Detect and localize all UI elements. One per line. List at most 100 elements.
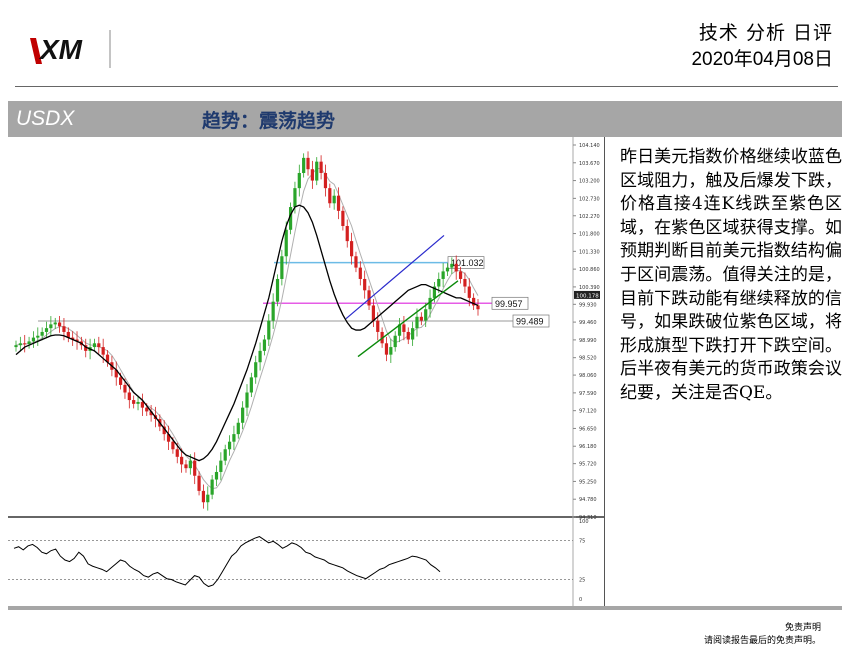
price-tick-label: 100.390	[579, 285, 600, 291]
price-tick-label: 103.670	[579, 161, 600, 167]
candle-body	[332, 195, 336, 204]
level-box-99.489	[512, 314, 550, 328]
candle-body	[284, 229, 288, 257]
candle-body	[71, 337, 75, 340]
report-date: 2020年04月08日	[691, 49, 833, 70]
candle-body	[136, 401, 140, 404]
candle-body	[49, 324, 53, 329]
candle-body	[345, 225, 349, 242]
candle-body	[145, 407, 149, 412]
candle-body	[105, 354, 110, 363]
candle-body	[254, 362, 258, 378]
candle-body	[437, 278, 441, 287]
candle-body	[188, 460, 192, 469]
candle-body	[341, 210, 345, 226]
channel-lower-line	[357, 280, 459, 358]
candle-body	[114, 369, 118, 378]
candle-body	[23, 343, 27, 345]
candle-body	[127, 392, 131, 401]
candle-body	[201, 490, 206, 503]
candle-body	[363, 278, 367, 291]
price-tick-label: 99.930	[579, 302, 597, 308]
price-tick-label: 97.590	[579, 391, 597, 397]
price-tick-label: 95.720	[579, 462, 597, 468]
candle-body	[450, 263, 454, 268]
candle-body	[411, 328, 415, 340]
candle-body	[18, 343, 22, 346]
candle-body	[472, 297, 476, 306]
price-tick-label: 103.200	[579, 179, 600, 185]
channel-upper-line	[345, 234, 445, 320]
level-label-99.957: 99.957	[495, 299, 523, 309]
candle-body	[123, 384, 127, 393]
candle-body	[236, 422, 240, 435]
candle-body	[219, 460, 223, 472]
candle-body	[297, 173, 301, 189]
candle-body	[132, 400, 136, 404]
footer-divider	[8, 606, 842, 610]
candle-body	[57, 322, 62, 327]
candle-body	[415, 316, 419, 329]
candle-body	[162, 426, 166, 435]
candle-body	[232, 434, 236, 442]
price-tick-label: 100.860	[579, 267, 600, 273]
price-tick-label: 99.460	[579, 320, 597, 326]
osc-tick-label: 75	[579, 539, 585, 545]
price-tick-label: 95.250	[579, 479, 597, 485]
candle-body	[288, 207, 293, 230]
ma-short-line	[15, 167, 479, 490]
candle-body	[62, 326, 66, 332]
price-tick-label: 102.270	[579, 214, 600, 220]
price-tick-label: 101.330	[579, 249, 600, 255]
candle-body	[402, 324, 406, 332]
xm-logo: XM	[30, 30, 111, 68]
oscillator-line	[13, 536, 441, 588]
price-tick-label: 94.780	[579, 497, 597, 503]
candle-body	[171, 441, 175, 450]
price-tick-label: 102.730	[579, 196, 600, 202]
candle-body	[31, 337, 36, 342]
candle-body	[193, 460, 197, 476]
candle-body	[336, 195, 341, 211]
candle-body	[463, 278, 467, 287]
candle-body	[302, 157, 306, 174]
candle-body	[166, 434, 171, 442]
candle-body	[454, 263, 458, 272]
candle-body	[241, 407, 245, 423]
disclaimer-note: 请阅读报告最后的免责声明。	[703, 636, 821, 646]
candle-body	[197, 475, 201, 491]
candle-body	[315, 161, 319, 181]
candle-body	[267, 320, 271, 340]
trend-label: 趋势：震荡趋势	[202, 110, 336, 132]
candle-body	[419, 316, 423, 321]
price-tick-label: 98.520	[579, 356, 597, 362]
candle-body	[53, 322, 57, 325]
chart-svg: 104.140 103.670 103.200 102.730 102.270 101.8…	[8, 137, 605, 607]
header-divider	[15, 86, 838, 87]
ma-long-line	[15, 204, 479, 462]
candle-body	[376, 320, 380, 332]
candle-body	[227, 441, 232, 450]
candle-body	[210, 479, 214, 495]
candle-body	[432, 286, 437, 298]
candle-body	[101, 347, 105, 355]
candle-body	[36, 335, 40, 338]
price-tick-label: 96.180	[579, 444, 597, 450]
price-tick-label: 94.310	[579, 515, 597, 521]
candle-body	[319, 161, 323, 174]
report-title: 技术 分析 日评	[698, 22, 833, 44]
price-tick-label: 98.060	[579, 373, 597, 379]
candle-body	[40, 331, 44, 336]
candle-body	[458, 271, 463, 279]
candle-body	[367, 290, 371, 306]
candle-body	[406, 331, 410, 340]
price-tick-label: 96.650	[579, 426, 597, 432]
candle-body	[27, 341, 31, 345]
symbol-band: USDX 趋势：震荡趋势	[8, 101, 842, 137]
candle-body	[389, 347, 393, 355]
candle-body	[92, 343, 97, 348]
candle-body	[280, 256, 284, 279]
candle-body	[84, 345, 88, 351]
current-price-label: 100.178	[576, 293, 599, 299]
candle-body	[354, 256, 358, 268]
